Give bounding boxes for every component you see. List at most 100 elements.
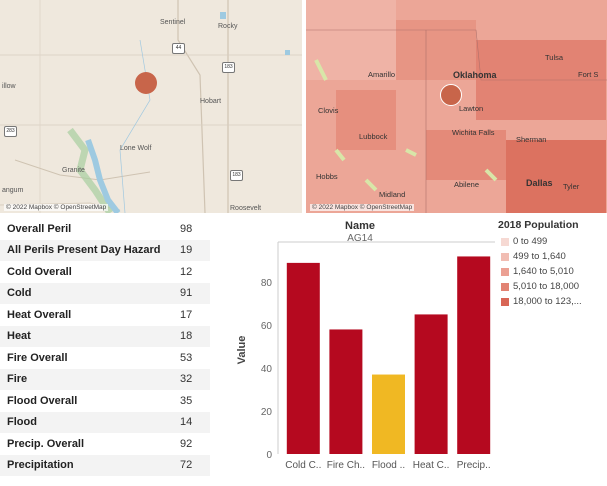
table-row[interactable]: Flood Overall 35 [0, 390, 210, 412]
row-label: Precip. Overall [7, 437, 85, 450]
table-row[interactable]: All Perils Present Day Hazard 19 [0, 239, 210, 261]
map-label: Sherman [516, 135, 547, 144]
map-label: Lone Wolf [120, 145, 152, 152]
table-row[interactable]: Cold 91 [0, 282, 210, 304]
y-axis-label: Value [236, 336, 248, 365]
location-marker[interactable] [440, 84, 462, 106]
row-label: Precipitation [7, 459, 74, 472]
row-value: 92 [180, 437, 193, 450]
legend-swatch [501, 297, 509, 306]
map-left[interactable]: Sentinel Rocky Hobart Lone Wolf Granite … [0, 0, 302, 213]
map-label: Lawton [459, 104, 484, 113]
row-label: Heat [7, 330, 31, 343]
table-row[interactable]: Fire 32 [0, 368, 210, 390]
y-tick-label: 80 [261, 278, 273, 289]
legend-item[interactable]: 5,010 to 18,000 [498, 279, 607, 294]
x-tick-label: Fire Ch.. [327, 460, 365, 471]
legend-item[interactable]: 0 to 499 [498, 234, 607, 249]
table-row[interactable]: Fire Overall 53 [0, 347, 210, 369]
bar[interactable] [286, 262, 320, 454]
row-value: 32 [180, 373, 193, 386]
row-label: All Perils Present Day Hazard [7, 244, 161, 257]
bar[interactable] [329, 329, 363, 454]
x-tick-label: Cold C.. [285, 460, 321, 471]
map-attribution[interactable]: © 2022 Mapbox © OpenStreetMap [310, 204, 415, 211]
bar[interactable] [414, 314, 448, 454]
x-tick-label: Heat C.. [413, 460, 450, 471]
population-legend: 2018 Population 0 to 499 499 to 1,640 1,64… [498, 219, 607, 309]
row-value: 91 [180, 287, 193, 300]
legend-item[interactable]: 1,640 to 5,010 [498, 264, 607, 279]
row-label: Overall Peril [7, 222, 72, 235]
x-tick-label: Flood .. [372, 460, 405, 471]
row-label: Fire [7, 373, 28, 386]
legend-label: 5,010 to 18,000 [513, 281, 580, 292]
highway-shield: 44 [172, 43, 185, 54]
row-value: 72 [180, 459, 193, 472]
table-row[interactable]: Overall Peril 98 [0, 218, 210, 240]
row-label: Cold [7, 287, 32, 300]
x-tick-label: Precip.. [457, 460, 491, 471]
map-label: Sentinel [160, 19, 186, 26]
map-label: Abilene [454, 180, 480, 189]
table-row[interactable]: Cold Overall 12 [0, 261, 210, 283]
bar[interactable] [457, 256, 491, 454]
row-value: 35 [180, 394, 193, 407]
map-label: Lubbock [359, 132, 388, 141]
table-row[interactable]: Precipitation 72 [0, 454, 210, 476]
chart-subtitle: AG14 [347, 233, 373, 244]
bar-chart: Name AG14 Value 0 20 40 60 80 Cold C.. Fire C… [225, 215, 495, 481]
map-left-roads [0, 0, 302, 213]
table-row[interactable]: Heat Overall 17 [0, 304, 210, 326]
bar-chart-svg: Name AG14 Value 0 20 40 60 80 Cold C.. Fire C… [236, 220, 495, 471]
legend-label: 499 to 1,640 [513, 251, 566, 262]
legend-swatch [501, 237, 509, 246]
map-label: Rocky [218, 23, 238, 30]
row-label: Flood [7, 416, 37, 429]
location-marker[interactable] [135, 72, 157, 94]
bar[interactable] [372, 374, 405, 454]
row-label: Cold Overall [7, 265, 72, 278]
legend-swatch [501, 282, 509, 291]
map-right[interactable]: Oklahoma Amarillo Lawton Wichita Falls L… [306, 0, 607, 213]
row-value: 18 [180, 330, 193, 343]
map-label: Clovis [318, 106, 339, 115]
highway-shield: 183 [230, 170, 243, 181]
table-row[interactable]: Heat 18 [0, 325, 210, 347]
map-label: Midland [379, 190, 406, 199]
map-label: angum [2, 187, 24, 194]
map-label: Dallas [526, 178, 553, 188]
map-label: Wichita Falls [452, 128, 495, 137]
row-label: Flood Overall [7, 394, 78, 407]
table-row[interactable]: Flood 14 [0, 411, 210, 433]
map-label: Hobart [200, 98, 222, 105]
chart-title: Name [345, 220, 375, 232]
map-label: Tulsa [545, 53, 564, 62]
legend-label: 18,000 to 123,... [513, 296, 582, 307]
legend-item[interactable]: 499 to 1,640 [498, 249, 607, 264]
y-tick-label: 60 [261, 321, 273, 332]
map-label: Granite [62, 167, 85, 174]
legend-swatch [501, 252, 509, 261]
row-value: 14 [180, 416, 193, 429]
row-value: 98 [180, 222, 193, 235]
map-label: Roosevelt [230, 205, 262, 212]
y-tick-label: 40 [261, 364, 273, 375]
row-value: 53 [180, 351, 193, 364]
legend-swatch [501, 267, 509, 276]
hazard-table: Overall Peril 98 All Perils Present Day Ha… [0, 218, 210, 476]
map-label: illow [2, 83, 16, 90]
row-label: Fire Overall [7, 351, 68, 364]
table-row[interactable]: Precip. Overall 92 [0, 433, 210, 455]
map-attribution[interactable]: © 2022 Mapbox © OpenStreetMap [4, 204, 109, 211]
map-label: Amarillo [368, 70, 396, 79]
legend-item[interactable]: 18,000 to 123,... [498, 294, 607, 309]
map-label: Tyler [563, 182, 580, 191]
y-tick-label: 0 [266, 450, 272, 461]
row-value: 19 [180, 244, 193, 257]
legend-title: 2018 Population [498, 219, 579, 231]
highway-shield: 183 [222, 62, 235, 73]
legend-label: 0 to 499 [513, 236, 548, 247]
legend-label: 1,640 to 5,010 [513, 266, 574, 277]
map-right-choropleth [306, 0, 607, 213]
